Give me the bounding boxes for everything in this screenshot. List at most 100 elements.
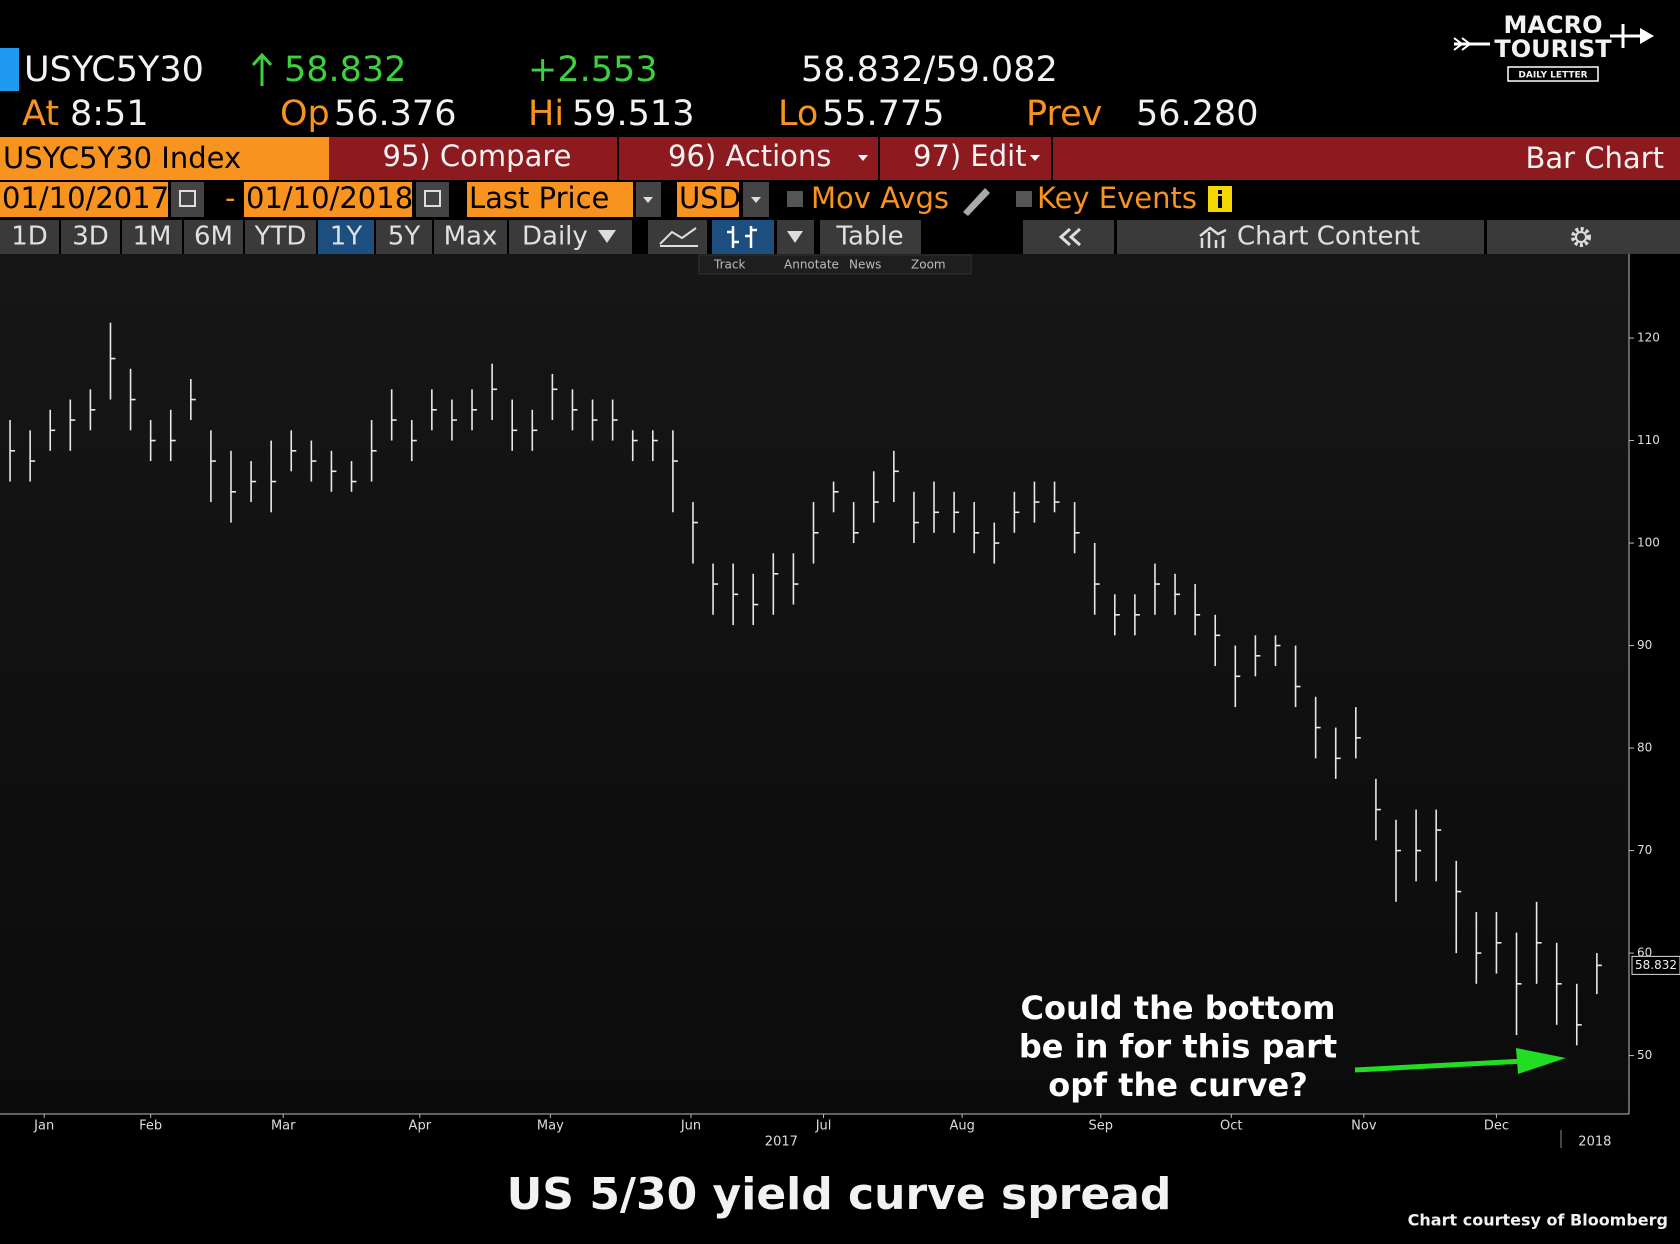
high: 59.513: [572, 94, 694, 134]
pen-icon[interactable]: [963, 188, 990, 216]
range-button[interactable]: [318, 220, 374, 254]
table-button[interactable]: [820, 220, 921, 254]
field[interactable]: Last Price: [469, 181, 609, 215]
actions-menu[interactable]: 96) Actions: [668, 139, 831, 173]
date-separator: -: [225, 181, 235, 215]
range-label[interactable]: 5Y: [388, 222, 421, 252]
last-price: 58.832: [284, 50, 406, 90]
info-icon-bar: [1218, 196, 1222, 208]
annotation: opf the curve?: [1048, 1066, 1308, 1104]
bar-chart-button[interactable]: [712, 220, 774, 254]
info-icon-dot: [1218, 190, 1222, 194]
high-label: Hi: [528, 94, 564, 134]
open: 56.376: [334, 94, 456, 134]
x-tick-label: May: [537, 1119, 564, 1134]
currency[interactable]: USD: [679, 181, 741, 215]
x-tick-label: Mar: [271, 1119, 296, 1134]
y-tick-label: 70: [1637, 843, 1652, 857]
last-price-flag: [1631, 955, 1680, 975]
line-chart-icon: [659, 227, 698, 247]
range-button[interactable]: [376, 220, 432, 254]
end-date-box[interactable]: [244, 182, 412, 217]
y-tick-label: 100: [1637, 536, 1660, 550]
security[interactable]: USYC5Y30 Index: [3, 141, 241, 175]
menu-dividers: [617, 137, 1053, 180]
bars: [9, 322, 1602, 1046]
frequency-button[interactable]: [509, 220, 632, 254]
table-label[interactable]: Table: [835, 222, 903, 252]
x-tick-label: Dec: [1484, 1119, 1509, 1134]
range-label[interactable]: Max: [444, 222, 498, 252]
logo: MACRO TOURIST DAILY LETTER: [1453, 11, 1654, 82]
range-label[interactable]: 1M: [133, 222, 172, 252]
x-tick-label: Jul: [815, 1119, 832, 1134]
x-tick-label: Jan: [33, 1119, 54, 1134]
annotation-arrow: [1354, 1048, 1566, 1074]
logo-text: TOURIST: [1494, 35, 1612, 63]
edit-menu[interactable]: 97) Edit: [913, 139, 1027, 173]
mov-avgs[interactable]: Mov Avgs: [811, 181, 949, 215]
y-tick-label: 50: [1637, 1048, 1652, 1062]
plot-area: [0, 254, 1629, 1114]
end-date[interactable]: 01/10/2018: [246, 181, 413, 215]
range-button[interactable]: [122, 220, 182, 254]
year-label: 2018: [1578, 1135, 1611, 1150]
field-box[interactable]: [467, 182, 633, 217]
chart-tool[interactable]: Track: [713, 258, 745, 272]
low: 55.775: [822, 94, 944, 134]
view-name: Bar Chart: [1525, 141, 1664, 175]
chart-tool[interactable]: Annotate: [784, 258, 839, 272]
calendar-icon: [179, 190, 196, 207]
range-button[interactable]: [184, 220, 243, 254]
annotation: Could the bottom: [1021, 989, 1336, 1027]
frequency-label[interactable]: Daily: [522, 222, 588, 252]
security-box[interactable]: [0, 137, 329, 180]
x-tick-label: Sep: [1088, 1119, 1113, 1134]
chart-content-label[interactable]: Chart Content: [1237, 222, 1420, 252]
range-button[interactable]: [434, 220, 507, 254]
range-label[interactable]: YTD: [254, 222, 307, 252]
prev-label: Prev: [1026, 94, 1102, 134]
annotation: be in for this part: [1019, 1028, 1337, 1066]
calendar-icon: [424, 190, 441, 207]
compare-menu[interactable]: 95) Compare: [383, 139, 572, 173]
checkbox[interactable]: [787, 191, 803, 207]
range-label[interactable]: 6M: [194, 222, 233, 252]
chart-tool[interactable]: News: [849, 258, 881, 272]
chart-content-button[interactable]: [1117, 220, 1484, 254]
range-button[interactable]: [245, 220, 316, 254]
range-label[interactable]: 3D: [72, 222, 109, 252]
dropdown-arrow: [787, 231, 803, 243]
x-tick-label: Apr: [409, 1119, 432, 1134]
start-date-box[interactable]: [0, 182, 168, 217]
gear-icon-center: [1575, 231, 1587, 243]
collapse-button[interactable]: [1023, 220, 1114, 254]
currency-box[interactable]: [677, 182, 739, 217]
range-button[interactable]: [0, 220, 59, 254]
settings-button[interactable]: [1487, 220, 1680, 254]
open-label: Op: [280, 94, 330, 134]
dropdown-arrow: [643, 197, 653, 203]
line-chart-button[interactable]: [648, 220, 707, 254]
year-label: 2017: [765, 1135, 798, 1150]
up-arrow: [251, 52, 273, 86]
bar-chart-icon: [727, 226, 757, 248]
logo-tagline: DAILY LETTER: [1518, 71, 1587, 81]
chart-tool[interactable]: Zoom: [911, 258, 946, 272]
low-label: Lo: [778, 94, 818, 134]
range-label[interactable]: 1D: [11, 222, 48, 252]
start-date[interactable]: 01/10/2017: [2, 181, 169, 215]
dropdown-arrow: [751, 197, 761, 203]
key-events[interactable]: Key Events: [1037, 181, 1197, 215]
toolbar: Chart Content 1D 3D 1M 6M YTD 1Y 5Y Max Daily Tab…: [0, 220, 1680, 254]
checkbox[interactable]: [1016, 191, 1032, 207]
status-marker: [0, 48, 19, 91]
range-button[interactable]: [61, 220, 120, 254]
calendar-button[interactable]: [171, 182, 204, 217]
range-label[interactable]: 1Y: [330, 222, 363, 252]
dropdown-arrow: [858, 155, 868, 161]
calendar-button[interactable]: [416, 182, 449, 217]
caption: US 5/30 yield curve spread: [507, 1169, 1172, 1220]
collapse-icon: [1058, 227, 1081, 247]
